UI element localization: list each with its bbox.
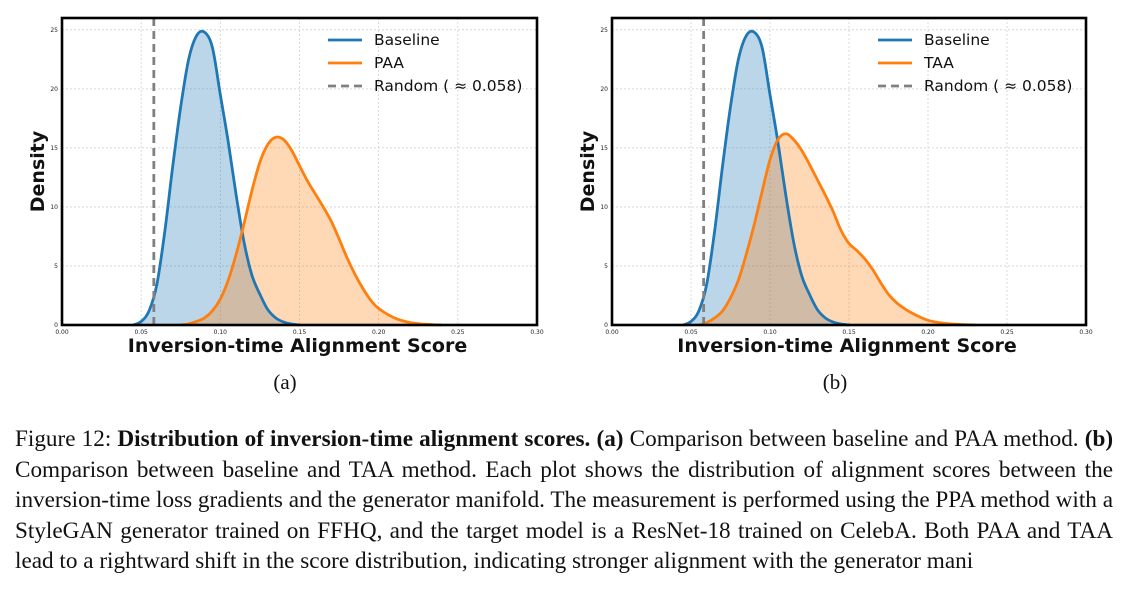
series-area-paa [180, 136, 442, 325]
x-axis-label: Inversion-time Alignment Score [128, 335, 467, 357]
series-line-paa [180, 135, 443, 327]
y-tick-label: 25 [50, 27, 58, 34]
legend-entry: Random ( ≈ 0.058) [374, 77, 522, 95]
x-tick-label: 0.30 [530, 329, 544, 336]
plot-panel-a: 0.00 0.05 0.10 0.15 0.20 0.25 0.30 0 5 10 15 20 25 In… [27, 16, 544, 357]
y-tick-label: 15 [50, 145, 58, 152]
x-tick-label: 0.05 [134, 329, 148, 336]
x-tick-label: 0.30 [1079, 329, 1093, 336]
y-tick-label: 5 [54, 263, 58, 270]
legend-entry: PAA [374, 54, 404, 72]
series-area-baseline [133, 31, 300, 325]
y-tick-label: 25 [600, 27, 608, 34]
x-tick-label: 0.20 [921, 329, 935, 336]
series-line-baseline [682, 29, 850, 327]
panel-a-label: (a) [273, 370, 297, 394]
caption-label: Figure 12: [15, 426, 112, 452]
figure-svg: 0.00 0.05 0.10 0.15 0.20 0.25 0.30 0 5 10 15 20 25 In… [27, 16, 1093, 357]
y-tick-label: 0 [604, 322, 608, 329]
x-tick-label: 0.25 [451, 329, 465, 336]
y-tick-label: 10 [50, 204, 58, 211]
y-tick-label: 0 [54, 322, 58, 329]
x-tick-label: 0.15 [293, 329, 307, 336]
caption-part-a: (a) [596, 426, 624, 452]
legend-entry: Baseline [924, 31, 990, 49]
y-tick-label: 15 [600, 145, 608, 152]
x-tick-label: 0.05 [684, 329, 698, 336]
y-tick-label: 10 [600, 204, 608, 211]
y-axis-label: Density [577, 130, 599, 212]
y-tick-label: 20 [50, 86, 58, 93]
figure-caption: Figure 12: Distribution of inversion-tim… [15, 424, 1113, 577]
caption-part-b: (b) [1084, 426, 1114, 452]
y-tick-label: 5 [604, 263, 608, 270]
x-tick-label: 0.10 [214, 329, 228, 336]
series-area-taa [698, 133, 976, 325]
plot-frame [610, 16, 1088, 327]
series-line-baseline [132, 29, 300, 327]
plot-frame [60, 16, 539, 327]
legend-entry: Random ( ≈ 0.058) [924, 77, 1072, 95]
caption-text-b: Comparison between baseline and TAA meth… [15, 456, 1113, 575]
x-tick-label: 0.15 [842, 329, 856, 336]
x-tick-label: 0.00 [55, 329, 69, 336]
caption-text-a: Comparison between baseline and PAA meth… [629, 426, 1079, 452]
x-tick-label: 0.20 [372, 329, 386, 336]
caption-title: Distribution of inversion-time alignment… [117, 426, 591, 452]
x-axis-label: Inversion-time Alignment Score [677, 335, 1016, 357]
legend-entry: Baseline [374, 31, 440, 49]
watermark-overlay [848, 575, 1129, 616]
x-tick-label: 0.00 [605, 329, 619, 336]
plot-panel-b: 0.00 0.05 0.10 0.15 0.20 0.25 0.30 0 5 10 15 20 25 In… [577, 16, 1093, 357]
legend-entry: TAA [923, 54, 954, 72]
series-line-taa [698, 132, 976, 327]
y-tick-label: 20 [600, 86, 608, 93]
y-axis-label: Density [27, 130, 49, 212]
x-tick-label: 0.10 [763, 329, 777, 336]
x-tick-label: 0.25 [1000, 329, 1014, 336]
panel-b-label: (b) [822, 370, 848, 394]
